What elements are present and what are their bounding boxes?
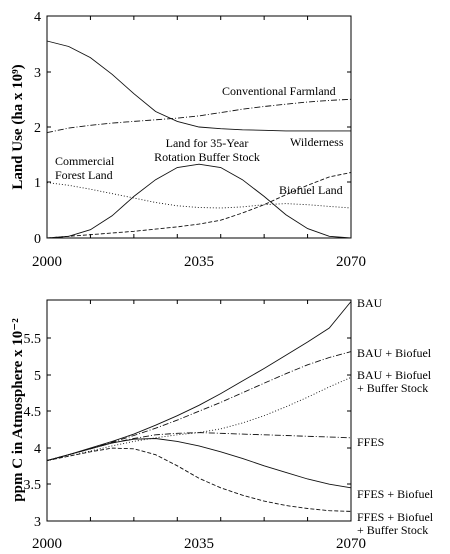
series-line xyxy=(47,302,351,461)
annotation-label: Forest Land xyxy=(55,168,113,182)
x-tick-label: 2070 xyxy=(336,254,366,270)
series-label: FFES xyxy=(357,435,384,449)
plot-frame xyxy=(47,300,351,521)
y-tick-label: 1 xyxy=(34,176,41,191)
annotation-label: Commercial xyxy=(55,154,115,168)
y-tick-label: 4 xyxy=(34,442,41,457)
y-tick-label: 3.5 xyxy=(24,478,42,493)
y-tick-label: 3 xyxy=(34,66,41,81)
series-label: + Buffer Stock xyxy=(357,381,428,395)
y-axis-label: Land Use (ha x 10⁹) xyxy=(10,64,26,189)
annotation-label: Rotation Buffer Stock xyxy=(154,150,260,164)
series-label: BAU + Biofuel xyxy=(357,346,432,360)
annotation-label: Conventional Farmland xyxy=(222,84,336,98)
series-line xyxy=(47,99,351,132)
x-tick-label: 2000 xyxy=(32,536,62,552)
y-tick-label: 4.5 xyxy=(24,405,42,420)
annotation-label: Biofuel Land xyxy=(279,183,343,197)
x-tick-label: 2000 xyxy=(32,254,62,270)
y-tick-label: 2 xyxy=(34,121,41,136)
series-line xyxy=(47,448,351,511)
x-tick-label: 2070 xyxy=(336,536,366,552)
series-label: FFES + Biofuel xyxy=(357,487,434,501)
y-tick-label: 5.5 xyxy=(24,332,42,347)
series-label: FFES + Biofuel xyxy=(357,510,434,524)
y-axis-label: ppm C in Atmosphere x 10⁻² xyxy=(10,318,26,502)
y-tick-label: 3 xyxy=(34,515,41,530)
annotation-label: Wilderness xyxy=(290,135,344,149)
annotation-label: Land for 35-Year xyxy=(166,136,249,150)
atmospheric-carbon-chart: 3 3.5 4 4.5 5 5.5 2000 2035 2070 ppm C in Atmosph… xyxy=(10,296,434,552)
x-tick-label: 2035 xyxy=(184,254,214,270)
series-line xyxy=(47,439,351,488)
series-line xyxy=(47,433,351,461)
series-label: BAU xyxy=(357,296,383,310)
land-use-chart: 0 1 2 3 4 2000 2035 2070 Land Use (ha x 10⁹) Conv… xyxy=(10,10,366,270)
series-label: + Buffer Stock xyxy=(357,523,428,537)
series-label: BAU + Biofuel xyxy=(357,368,432,382)
y-tick-label: 0 xyxy=(34,232,41,247)
y-tick-label: 4 xyxy=(34,10,41,25)
series-line xyxy=(47,352,351,461)
x-tick-label: 2035 xyxy=(184,536,214,552)
y-tick-label: 5 xyxy=(34,369,41,384)
